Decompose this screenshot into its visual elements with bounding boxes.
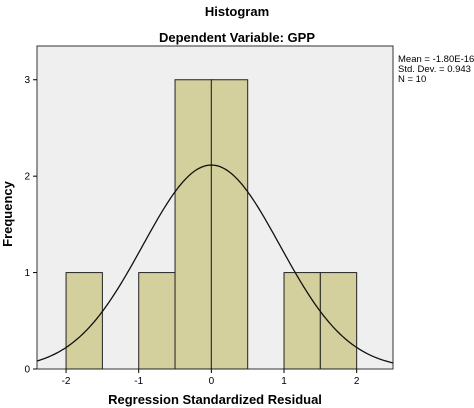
histogram-bar-0 <box>65 272 103 370</box>
x-tick-label-3: 1 <box>281 376 287 387</box>
y-tick-label-3: 3 <box>24 75 30 86</box>
chart-title: Histogram <box>205 4 269 19</box>
statistics-box: Mean = -1.80E-16 Std. Dev. = 0.943 N = 1… <box>398 54 474 85</box>
y-tick-label-2: 2 <box>24 172 30 183</box>
y-tick-label-0: 0 <box>24 365 30 376</box>
x-tick-label-0: -2 <box>62 376 71 387</box>
histogram-bar-4 <box>210 79 249 370</box>
histogram-bar-7 <box>319 272 358 370</box>
y-tick-label-1: 1 <box>24 268 30 279</box>
stat-mean: Mean = -1.80E-16 <box>398 54 474 65</box>
x-tick-label-4: 2 <box>354 376 360 387</box>
y-axis-label: Frequency <box>0 180 15 247</box>
x-tick-label-1: -1 <box>134 376 143 387</box>
stat-n: N = 10 <box>398 74 426 85</box>
x-tick-label-2: 0 <box>209 376 215 387</box>
stat-std-dev: Std. Dev. = 0.943 <box>398 64 471 75</box>
x-axis-label: Regression Standardized Residual <box>108 392 322 407</box>
histogram-bar-3 <box>174 79 212 370</box>
bars-group <box>65 79 358 370</box>
chart-subtitle: Dependent Variable: GPP <box>159 30 315 45</box>
histogram-bar-6 <box>283 272 321 370</box>
histogram-bar-2 <box>138 272 176 370</box>
ticks-group: -2 -1 0 1 2 0 1 2 3 <box>24 75 359 387</box>
normal-curve <box>36 164 394 364</box>
